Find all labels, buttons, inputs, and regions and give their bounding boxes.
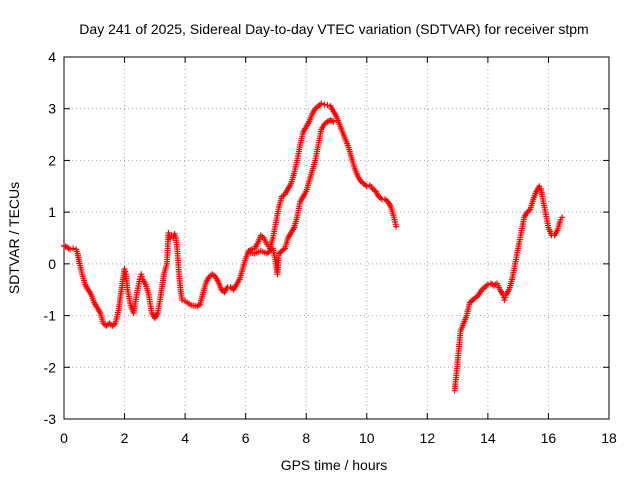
data-point <box>324 102 331 109</box>
x-tick-label: 8 <box>302 430 310 446</box>
x-tick-label: 0 <box>60 430 68 446</box>
data-point <box>318 100 325 107</box>
y-tick-label: 3 <box>48 101 56 117</box>
data-point <box>559 214 566 221</box>
x-tick-label: 2 <box>121 430 129 446</box>
y-axis-label: SDTVAR / TECUs <box>6 182 22 294</box>
data-point <box>363 183 370 190</box>
plot-frame <box>63 56 610 420</box>
grid <box>64 57 609 419</box>
x-tick-label: 12 <box>420 430 436 446</box>
data-point <box>248 246 255 253</box>
data-point <box>70 245 77 252</box>
x-tick-label: 16 <box>541 430 557 446</box>
chart-title: Day 241 of 2025, Sidereal Day-to-day VTE… <box>79 21 588 37</box>
data-point <box>330 118 337 125</box>
data-point <box>179 297 186 304</box>
y-tick-label: 1 <box>48 204 56 220</box>
y-tick-label: -1 <box>44 308 57 324</box>
x-axis-label: GPS time / hours <box>281 457 388 473</box>
x-tick-label: 14 <box>480 430 496 446</box>
y-tick-label: 2 <box>48 152 56 168</box>
y-tick-label: 0 <box>48 256 56 272</box>
y-tick-label: 4 <box>48 49 56 65</box>
x-tick-label: 18 <box>601 430 617 446</box>
data-point <box>393 223 400 230</box>
data-series <box>61 100 566 394</box>
y-tick-label: -2 <box>44 359 57 375</box>
x-tick-label: 10 <box>359 430 375 446</box>
y-tick-label: -3 <box>44 411 57 427</box>
x-tick-label: 4 <box>181 430 189 446</box>
data-point <box>67 246 74 253</box>
x-tick-label: 6 <box>242 430 250 446</box>
